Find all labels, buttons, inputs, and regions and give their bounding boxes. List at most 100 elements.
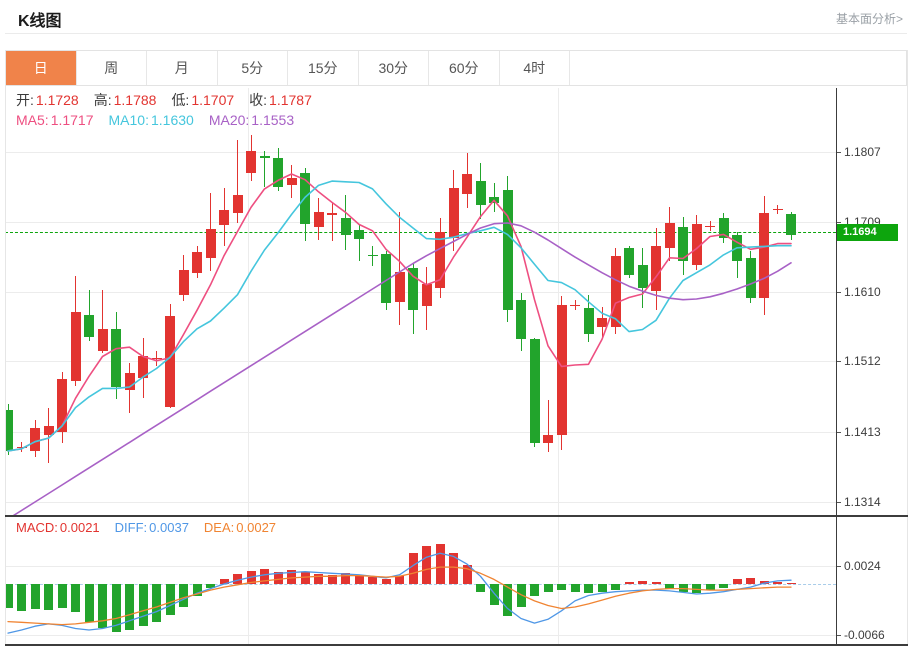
candle — [205, 228, 216, 259]
macd-tick-label: -0.0066 — [844, 627, 885, 642]
macd-histogram-bar — [570, 584, 580, 592]
macd-histogram-bar — [381, 578, 391, 584]
macd-histogram-bar — [746, 577, 755, 584]
macd-histogram-bar — [638, 580, 647, 584]
fundamental-analysis-link[interactable]: 基本面分析> — [835, 12, 903, 26]
axis-line — [836, 88, 837, 646]
tab-4时[interactable]: 4时 — [500, 51, 570, 85]
price-gridline — [5, 502, 836, 503]
candle-wick — [264, 151, 265, 188]
macd-histogram-bar — [543, 584, 553, 592]
price-tick — [836, 291, 841, 293]
tab-日[interactable]: 日 — [6, 51, 77, 85]
macd-histogram-bar — [5, 584, 13, 608]
candle — [759, 213, 769, 299]
candle — [556, 304, 567, 435]
macd-histogram-bar — [341, 573, 350, 584]
candle — [138, 355, 148, 378]
macd-histogram-bar — [71, 584, 80, 612]
macd-histogram-bar — [395, 576, 404, 584]
macd-histogram-bar — [260, 569, 269, 584]
macd-histogram-bar — [368, 577, 377, 584]
macd-histogram-bar — [584, 584, 593, 594]
price-tick-label: 1.1610 — [844, 284, 881, 299]
macd-tick — [836, 634, 841, 636]
candle — [637, 264, 648, 288]
candle — [57, 379, 67, 433]
candle — [97, 328, 108, 351]
candle — [786, 214, 796, 236]
macd-histogram-bar — [435, 544, 445, 584]
candle — [745, 257, 756, 299]
macd-plot[interactable] — [5, 517, 836, 644]
candle — [772, 208, 783, 211]
macd-histogram-bar — [138, 584, 148, 627]
candle — [219, 210, 229, 226]
price-gridline — [5, 431, 836, 433]
legend-item-低: 低: 1.1707 — [171, 92, 235, 108]
macd-histogram-bar — [84, 584, 94, 623]
macd-histogram-bar — [152, 584, 161, 622]
candle — [286, 177, 297, 186]
macd-histogram-bar — [44, 584, 53, 611]
macd-histogram-bar — [233, 574, 242, 584]
candle — [259, 156, 270, 158]
tab-60分[interactable]: 60分 — [429, 51, 500, 85]
candle — [124, 372, 135, 390]
candle-wick — [331, 201, 333, 242]
right-border — [907, 50, 908, 645]
macd-tick — [836, 565, 841, 567]
candlestick-plot[interactable] — [5, 88, 836, 515]
price-tick-label: 1.1807 — [844, 145, 881, 159]
macd-histogram-bar — [651, 581, 661, 584]
tab-周[interactable]: 周 — [77, 51, 147, 85]
macd-histogram-bar — [462, 564, 472, 584]
legend-item-MACD: MACD: 0.0021 — [16, 520, 100, 535]
macd-histogram-bar — [449, 553, 458, 584]
candle — [192, 252, 202, 273]
macd-histogram-bar — [773, 582, 782, 584]
tab-5分[interactable]: 5分 — [218, 51, 288, 85]
macd-histogram-bar — [732, 579, 742, 584]
candle — [30, 428, 40, 451]
legend-item-MA10: MA10: 1.1630 — [108, 112, 194, 128]
macd-histogram-bar — [354, 575, 364, 584]
candle — [300, 173, 310, 224]
tab-30分[interactable]: 30分 — [359, 51, 429, 85]
candle — [610, 256, 621, 327]
macd-histogram-bar — [422, 546, 431, 584]
legend-item-MA20: MA20: 1.1553 — [208, 112, 295, 128]
page-title: K线图 — [18, 13, 62, 30]
candle — [664, 222, 675, 248]
candle — [43, 426, 54, 436]
macd-histogram-bar — [125, 584, 134, 630]
candle — [408, 268, 418, 310]
candle — [16, 446, 27, 449]
current-price-line — [5, 232, 836, 234]
macd-histogram-bar — [759, 580, 769, 584]
title-divider — [5, 33, 907, 34]
tab-月[interactable]: 月 — [147, 51, 218, 85]
interval-tabs: 日周月 5分 15分 30分 60分 4时 — [5, 50, 907, 86]
left-border — [5, 50, 6, 645]
macd-histogram-bar — [17, 584, 26, 611]
candle — [448, 188, 459, 238]
legend-item-收: 收: 1.1787 — [249, 92, 312, 108]
price-tick — [836, 221, 841, 223]
tab-15分[interactable]: 15分 — [288, 51, 359, 85]
macd-histogram-bar — [665, 584, 674, 589]
price-tick — [836, 361, 841, 363]
candle — [489, 196, 499, 204]
candle — [5, 409, 13, 451]
candle — [340, 218, 351, 236]
macd-gridline — [5, 565, 836, 567]
macd-histogram-bar — [557, 584, 566, 591]
candle — [502, 189, 513, 310]
macd-histogram-bar — [503, 584, 512, 617]
candle — [327, 213, 337, 215]
date-gridline — [558, 88, 559, 515]
candle — [462, 174, 472, 194]
ma-legend: MA5: 1.1717 MA10: 1.1630 MA20: 1.1553 — [16, 112, 309, 128]
price-tick-label: 1.1413 — [844, 424, 881, 439]
